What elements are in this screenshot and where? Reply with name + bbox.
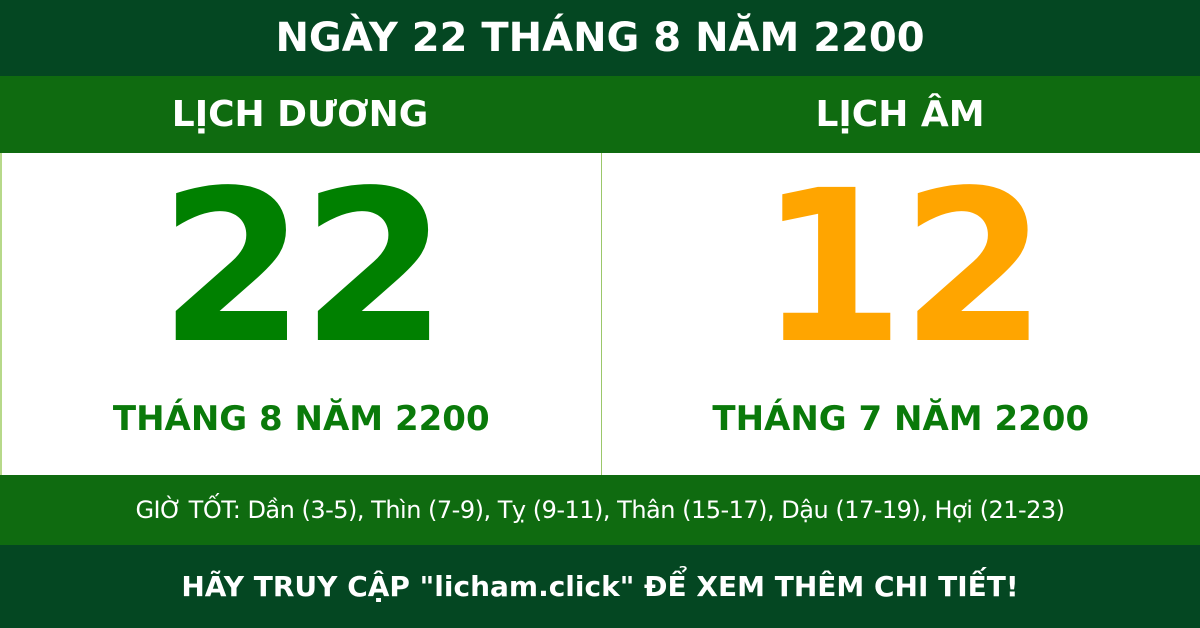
lunar-column: 12 THÁNG 7 NĂM 2200 xyxy=(602,153,1200,475)
calendar-headers: LỊCH DƯƠNG LỊCH ÂM xyxy=(0,76,1200,153)
lunar-month-year: THÁNG 7 NĂM 2200 xyxy=(712,399,1090,439)
lunar-label: LỊCH ÂM xyxy=(815,94,985,135)
solar-day: 22 xyxy=(159,145,447,390)
solar-month-year: THÁNG 8 NĂM 2200 xyxy=(112,399,490,439)
calendar-body: 22 THÁNG 8 NĂM 2200 12 THÁNG 7 NĂM 2200 xyxy=(0,153,1200,475)
footer-cta: HÃY TRUY CẬP "licham.click" ĐỂ XEM THÊM … xyxy=(0,545,1200,628)
good-hours: GIỜ TỐT: Dần (3-5), Thìn (7-9), Tỵ (9-11… xyxy=(0,475,1200,545)
lunar-day: 12 xyxy=(758,145,1047,390)
page-title: NGÀY 22 THÁNG 8 NĂM 2200 xyxy=(0,0,1200,76)
solar-column: 22 THÁNG 8 NĂM 2200 xyxy=(2,153,602,475)
solar-label: LỊCH DƯƠNG xyxy=(171,94,429,135)
